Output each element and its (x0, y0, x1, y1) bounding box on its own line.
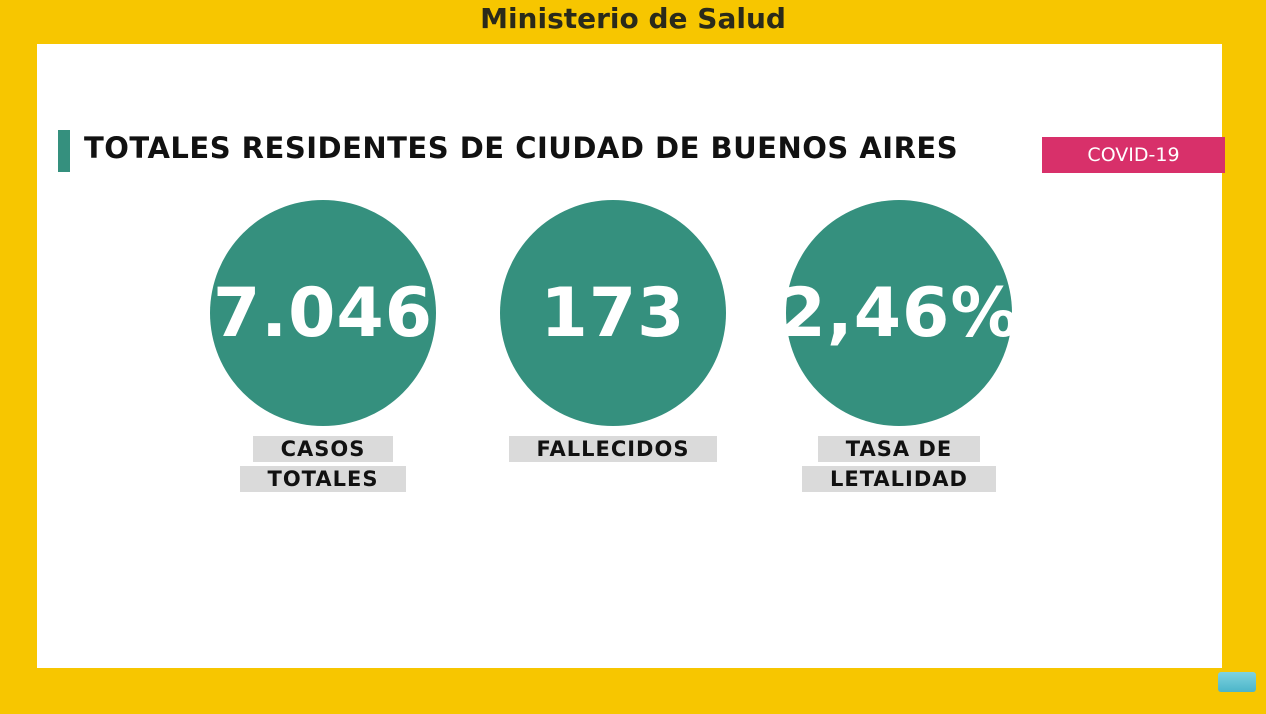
stat-label: TASA DE (817, 436, 981, 462)
stat-value: 2,46% (779, 200, 1018, 426)
logo (1218, 672, 1256, 692)
stat: 173 FALLECIDOS (498, 200, 728, 466)
stat-label: TOTALES (239, 466, 407, 492)
stat: 7.046 CASOS TOTALES (208, 200, 438, 496)
stat-label: FALLECIDOS (508, 436, 718, 462)
header-title: Ministerio de Salud (480, 2, 786, 35)
stat-value: 7.046 (210, 200, 436, 426)
accent-bar (58, 130, 70, 172)
badge: COVID-19 (1042, 137, 1225, 173)
stat-value: 173 (500, 200, 726, 426)
stat-labels: FALLECIDOS (498, 436, 728, 466)
stat-label: LETALIDAD (802, 466, 996, 492)
stat-labels: CASOS TOTALES (208, 436, 438, 496)
stat: 2,46% TASA DE LETALIDAD (779, 200, 1018, 496)
stat-labels: TASA DE LETALIDAD (784, 436, 1014, 496)
stat-label: CASOS (252, 436, 394, 462)
section-title: TOTALES RESIDENTES DE CIUDAD DE BUENOS A… (84, 131, 959, 165)
